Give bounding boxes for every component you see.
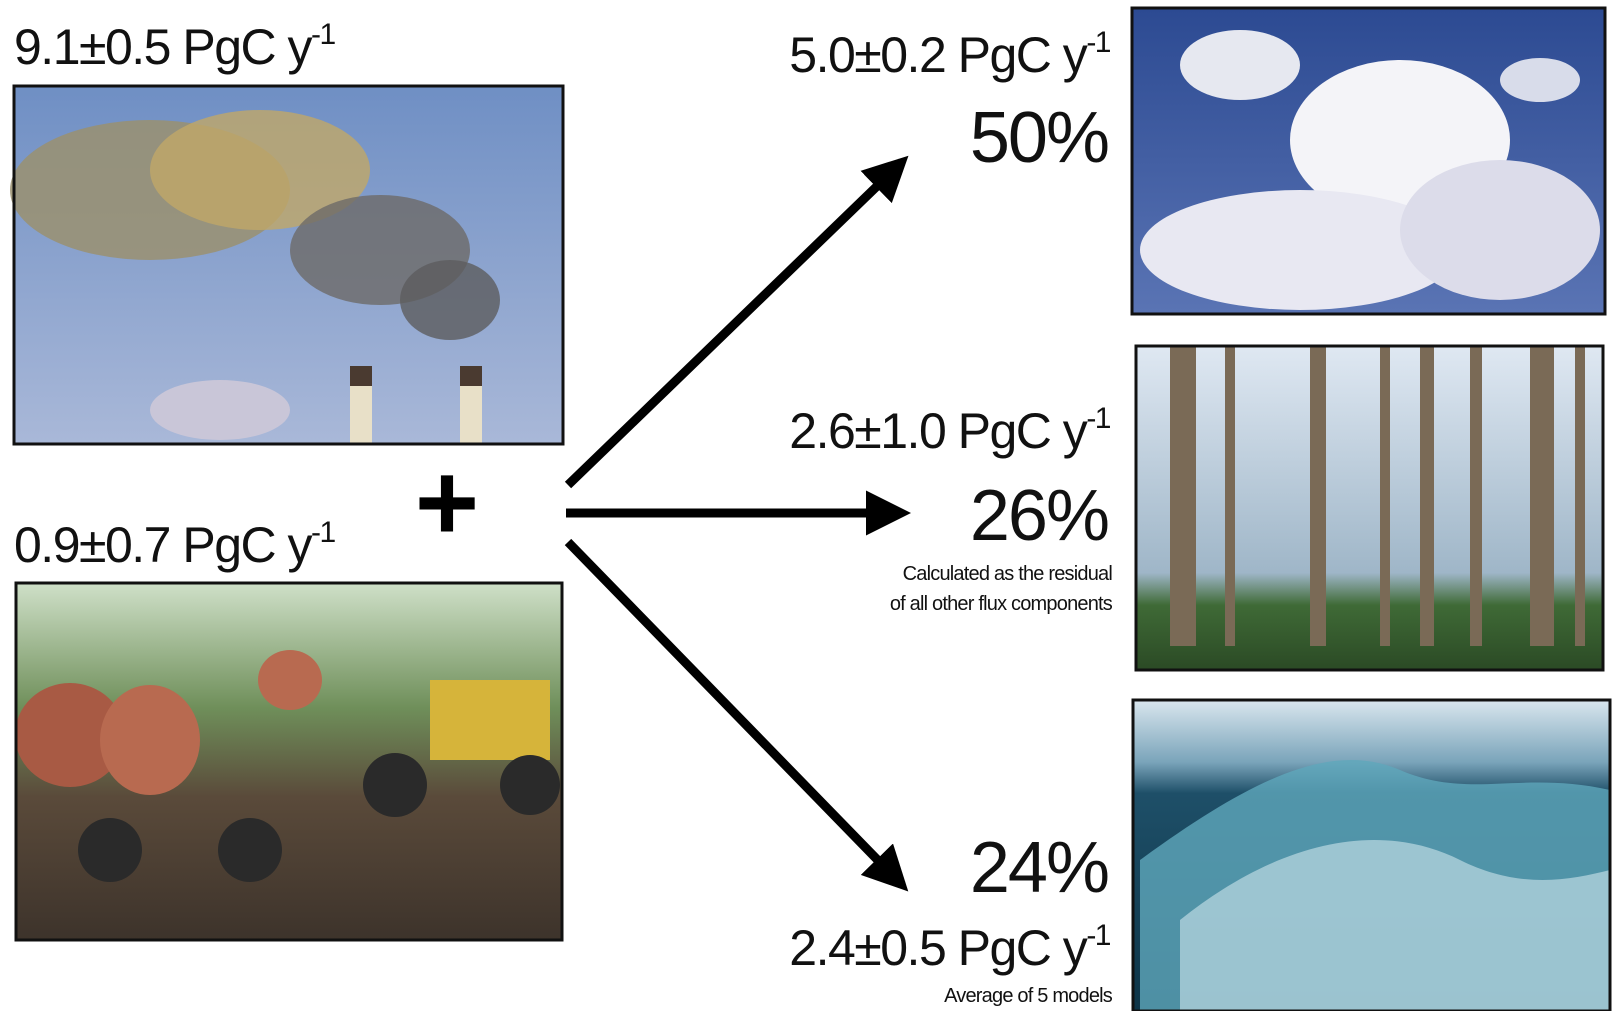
source-flux: 9.1±0.5 PgC y-1 bbox=[14, 18, 336, 75]
sink-share: 24% bbox=[970, 828, 1108, 908]
text-part: -1 bbox=[1086, 26, 1110, 59]
sink-note: Average of 5 models bbox=[944, 985, 1113, 1007]
ocean-photo bbox=[1133, 700, 1610, 1011]
text-part: 5.0±0.2 PgC y bbox=[789, 27, 1088, 83]
text-part: 2.6±1.0 PgC y bbox=[789, 403, 1088, 459]
source-flux: 0.9±0.7 PgC y-1 bbox=[14, 516, 336, 573]
sink-note: Calculated as the residual bbox=[903, 563, 1113, 585]
text-part: 2.4±0.5 PgC y bbox=[789, 920, 1088, 976]
sink-flux: 5.0±0.2 PgC y-1 bbox=[789, 26, 1111, 83]
sink-share: 26% bbox=[970, 476, 1108, 556]
forest-photo bbox=[1136, 346, 1603, 670]
text-part: 9.1±0.5 PgC y bbox=[14, 19, 313, 75]
smokestack-photo bbox=[10, 86, 563, 444]
sink-share: 50% bbox=[970, 98, 1108, 178]
sink-flux: 2.4±0.5 PgC y-1 bbox=[789, 919, 1111, 976]
arrows bbox=[566, 162, 902, 885]
clouds-photo bbox=[1132, 8, 1605, 314]
text-part: -1 bbox=[1086, 919, 1110, 952]
text-part: 0.9±0.7 PgC y bbox=[14, 517, 313, 573]
logging-photo bbox=[15, 583, 562, 940]
plus-sign: + bbox=[415, 441, 479, 564]
sink-note: of all other flux components bbox=[890, 593, 1113, 615]
text-part: -1 bbox=[311, 516, 335, 549]
text-part: -1 bbox=[311, 18, 335, 51]
text-part: -1 bbox=[1086, 402, 1110, 435]
sink-flux: 2.6±1.0 PgC y-1 bbox=[789, 402, 1111, 459]
diagram: 9.1±0.5 PgC y-1 + 0.9±0.7 PgC y-1 5.0±0.… bbox=[0, 0, 1612, 1011]
